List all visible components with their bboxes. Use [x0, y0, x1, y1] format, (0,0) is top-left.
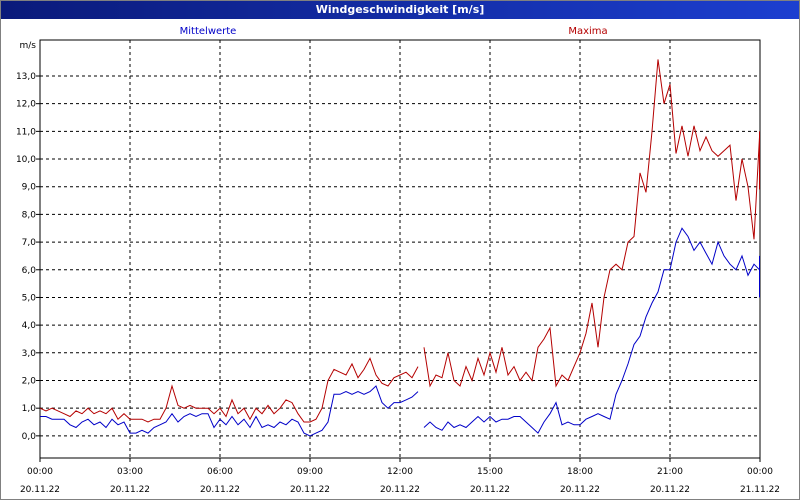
x-tick-label-date: 20.11.22: [470, 485, 510, 495]
legend-entry-maxima: Maxima: [568, 26, 607, 37]
series-line-mittelwerte: [423, 227, 760, 434]
x-tick-label-date: 20.11.22: [110, 485, 150, 495]
x-tick-label-time: 18:00: [567, 467, 593, 477]
y-tick-label: 0,0: [22, 432, 37, 442]
x-tick-label-time: 09:00: [297, 467, 323, 477]
y-tick-label: 9,0: [22, 183, 37, 193]
y-tick-label: 6,0: [22, 266, 37, 276]
x-tick-label-date: 20.11.22: [290, 485, 330, 495]
x-tick-label-time: 12:00: [387, 467, 413, 477]
y-tick-label: 11,0: [16, 127, 36, 137]
y-tick-label: 10,0: [16, 155, 36, 165]
x-tick-label-time: 06:00: [207, 467, 233, 477]
x-tick-label-time: 15:00: [477, 467, 503, 477]
y-tick-label: 7,0: [22, 238, 37, 248]
y-tick-label: 3,0: [22, 349, 37, 359]
series-line-maxima: [39, 357, 419, 423]
x-tick-label-time: 00:00: [747, 467, 773, 477]
y-tick-label: 4,0: [22, 321, 37, 331]
y-tick-label: 8,0: [22, 210, 37, 220]
x-tick-label-time: 00:00: [27, 467, 53, 477]
x-tick-label-time: 21:00: [657, 467, 683, 477]
series-line-mittelwerte: [40, 385, 419, 437]
y-tick-label: 13,0: [16, 72, 36, 82]
x-tick-label-date: 20.11.22: [650, 485, 690, 495]
x-tick-label-date: 20.11.22: [560, 485, 600, 495]
y-tick-label: 2,0: [22, 376, 37, 386]
y-tick-label: 1,0: [22, 404, 37, 414]
x-tick-label-time: 03:00: [117, 467, 143, 477]
x-tick-label-date: 20.11.22: [20, 485, 60, 495]
x-tick-label-date: 20.11.22: [380, 485, 420, 495]
x-tick-label-date: 20.11.22: [200, 485, 240, 495]
series-line-maxima: [423, 59, 760, 388]
y-tick-label: 5,0: [22, 293, 37, 303]
y-axis-label: m/s: [20, 41, 37, 51]
y-tick-label: 12,0: [16, 100, 36, 110]
legend-entry-mittelwerte: Mittelwerte: [180, 26, 237, 37]
chart-title: Windgeschwindigkeit [m/s]: [1, 1, 799, 19]
x-tick-label-date: 21.11.22: [740, 485, 780, 495]
